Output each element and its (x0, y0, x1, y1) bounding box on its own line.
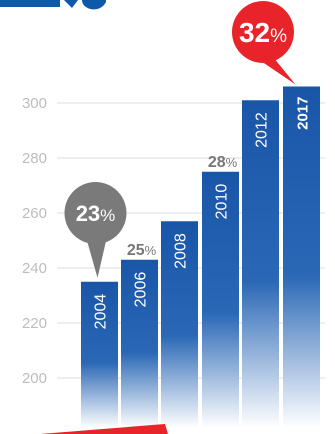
bubble-circle (232, 1, 294, 63)
annotation-label: 28% (208, 154, 238, 171)
bottom-swoosh (40, 424, 168, 434)
y-tick-label: 220 (22, 315, 47, 332)
annotations: 23% 25% 28% 32% (64, 1, 296, 278)
y-tick-label: 260 (22, 205, 47, 222)
y-axis: 200 220 240 260 280 300 (22, 95, 47, 387)
category-label-2008: 2008 (173, 233, 190, 269)
bar-2012 (242, 100, 279, 428)
bar-2004 (81, 281, 118, 428)
annotation-label: 25% (127, 242, 157, 259)
header-fragment (0, 0, 106, 10)
annotation-label: 23% (76, 201, 116, 226)
bar-2010 (202, 171, 239, 428)
bar-2017 (283, 86, 320, 428)
annotation-2004: 23% (64, 182, 127, 278)
category-label-2004: 2004 (93, 294, 110, 330)
annotation-label: 32% (239, 17, 287, 48)
y-tick-label: 300 (22, 95, 47, 112)
bubble-circle (64, 182, 127, 244)
category-label-2017: 2017 (295, 97, 312, 130)
annotation-2010: 28% (208, 154, 238, 171)
category-label-2006: 2006 (133, 272, 150, 308)
bar-2008 (161, 221, 198, 428)
y-tick-label: 280 (22, 150, 47, 167)
category-labels: 2004 2006 2008 2010 2012 2017 (93, 97, 312, 330)
y-tick-label: 240 (22, 260, 47, 277)
category-label-2012: 2012 (254, 112, 271, 148)
annotation-2006: 25% (127, 242, 157, 259)
category-label-2010: 2010 (214, 184, 231, 220)
annotation-2017: 32% (232, 1, 296, 85)
bar-2006 (121, 259, 158, 428)
bubble-pointer (86, 239, 107, 278)
bubble-pointer (255, 57, 296, 85)
y-tick-label: 200 (22, 370, 47, 387)
bars (81, 86, 320, 428)
